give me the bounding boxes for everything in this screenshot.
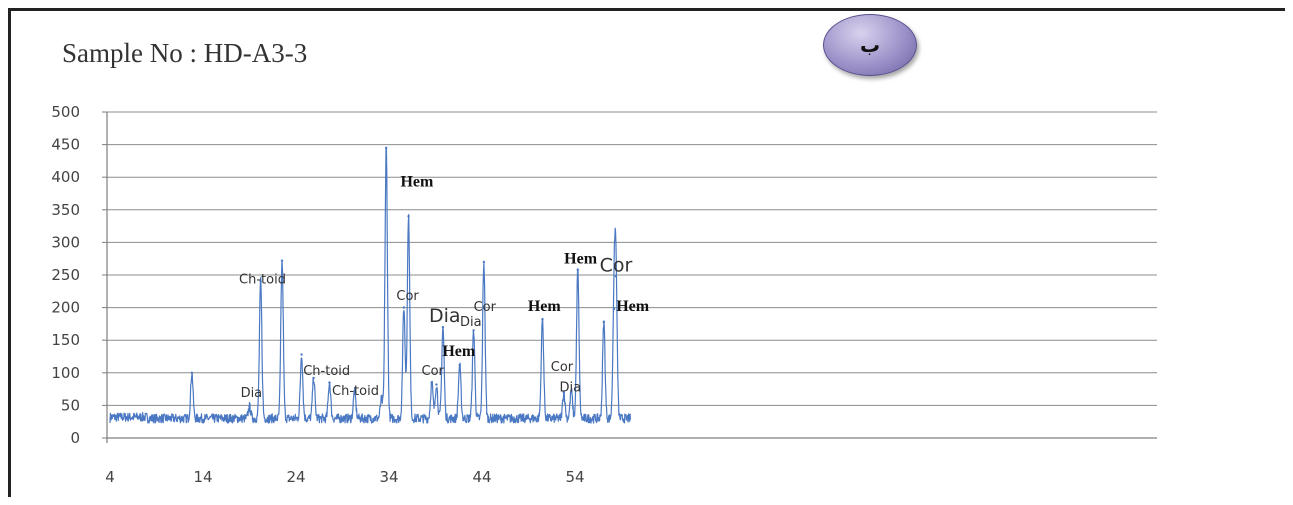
x-tick-label: 44 [472, 468, 491, 486]
peak-point [482, 260, 486, 264]
peak-point [402, 306, 406, 309]
peak-annotation: Cor [474, 300, 497, 315]
peak-point [190, 371, 194, 374]
annotations: Ch-toidDiaCh-toidCh-toidHemCorCorDiaHemD… [239, 173, 650, 401]
peak-point [353, 389, 356, 393]
peak-annotation: Ch-toid [303, 364, 350, 379]
peak-annotation: Hem [400, 173, 434, 190]
peak-annotation: Dia [241, 386, 263, 401]
peak-point [602, 320, 606, 324]
y-tick-label: 0 [70, 429, 80, 447]
y-tick-label: 300 [51, 233, 80, 251]
y-tick-label: 500 [51, 103, 80, 121]
y-tick-label: 450 [51, 136, 80, 154]
peak-annotation: Cor [396, 289, 419, 304]
peak-point [280, 259, 284, 262]
peak-annotation: Cor [422, 364, 445, 379]
peak-point [328, 381, 331, 384]
peak-point [407, 215, 410, 218]
peak-point [385, 146, 388, 150]
panel-badge: ب [823, 14, 917, 76]
peak-point [312, 376, 315, 380]
peak-point [441, 325, 445, 329]
axes [102, 111, 1157, 443]
peak-point [472, 329, 475, 332]
badge-label: ب [859, 33, 881, 57]
y-tick-label: 100 [51, 364, 80, 382]
peak-point [562, 391, 566, 394]
peak-annotation: Cor [551, 360, 574, 375]
diffraction-series-line [109, 148, 632, 424]
peak-annotation: Dia [560, 381, 582, 396]
peak-annotation: Ch-toid [332, 384, 379, 399]
peak-annotation: Dia [429, 305, 461, 327]
x-tick-label: 4 [105, 468, 115, 486]
x-tick-label: 24 [286, 468, 305, 486]
peak-annotation: Hem [442, 343, 476, 360]
series-layer [109, 146, 632, 424]
peak-annotation: Hem [564, 250, 598, 267]
y-tick-label: 250 [51, 266, 80, 284]
peak-point [430, 381, 433, 384]
peak-point [248, 405, 251, 408]
x-tick-label: 14 [193, 468, 212, 486]
peak-point [576, 268, 579, 271]
y-tick-label: 400 [51, 168, 80, 186]
peak-annotation: Ch-toid [239, 272, 286, 287]
peak-annotation: Hem [616, 298, 650, 315]
peak-annotation: Cor [600, 255, 633, 277]
peak-annotation: Dia [460, 315, 482, 330]
y-tick-label: 150 [51, 331, 80, 349]
x-tick-label: 34 [379, 468, 398, 486]
peak-point [458, 363, 461, 367]
peak-point [614, 275, 618, 278]
y-tick-label: 50 [61, 396, 80, 414]
peak-annotation: Hem [528, 298, 562, 315]
tick-labels: 0 50 100 150 200 250 300 350 400 450 500 4 14 24 34 44 5… [51, 103, 584, 486]
x-tick-label: 54 [565, 468, 584, 486]
peak-point [570, 389, 573, 393]
peak-point [612, 307, 616, 311]
peak-point [541, 318, 544, 321]
peak-point [380, 397, 383, 401]
figure-frame [8, 8, 1285, 497]
y-tick-label: 350 [51, 201, 80, 219]
chart-title: Sample No : HD-A3-3 [62, 38, 308, 68]
peak-point [259, 280, 262, 283]
y-tick-label: 200 [51, 299, 80, 317]
peak-point [435, 383, 438, 386]
peak-point [300, 353, 303, 356]
